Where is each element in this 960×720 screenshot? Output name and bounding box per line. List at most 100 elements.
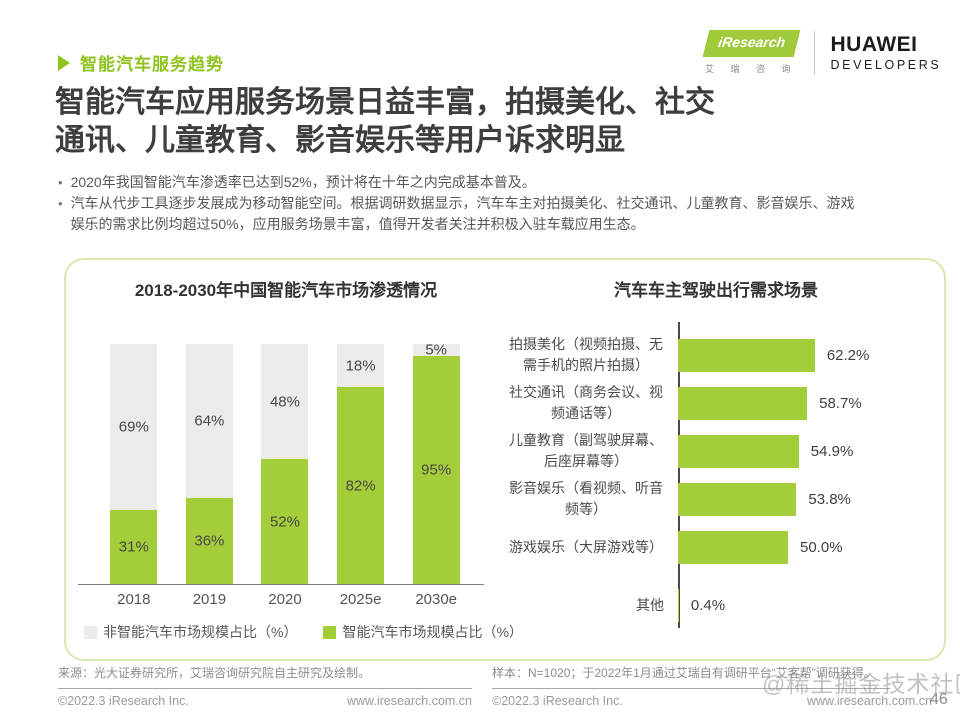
- logo-group: iResearch 艾 瑞 咨 询 HUAWEI DEVELOPERS: [702, 30, 942, 75]
- bar-value-label: 62.2%: [826, 346, 870, 364]
- legend-item: 智能汽车市场规模占比（%）: [323, 622, 523, 642]
- bar-segment: 48%: [261, 344, 309, 460]
- copyright-text: ©2022.3 iResearch Inc.: [492, 694, 623, 708]
- y-axis-line: [678, 322, 680, 628]
- stacked-bar: 64% 36%: [185, 344, 233, 584]
- hbar-row: 拍摄美化（视频拍摄、无需手机的照片拍摄） 62.2%: [504, 331, 940, 379]
- bar-value-label: 0.4%: [690, 596, 726, 614]
- bar-value-label: 54.9%: [810, 442, 854, 460]
- stacked-bar-column: 69% 31%: [96, 344, 172, 584]
- sample-note: 样本：N=1020；于2022年1月通过艾瑞自有调研平台“艾客帮”调研获得。: [492, 666, 876, 680]
- stacked-bar: 69% 31%: [110, 344, 158, 584]
- bar: [678, 338, 815, 372]
- bar: [678, 530, 788, 564]
- bar-segment: 52%: [261, 459, 309, 584]
- bar-segment: 64%: [185, 344, 233, 498]
- x-axis-label: 2019: [192, 591, 227, 608]
- stacked-bar-column: 48% 52%: [247, 344, 323, 584]
- x-axis-label: 2025e: [339, 591, 382, 608]
- stacked-bar: 5% 95%: [412, 341, 460, 584]
- bar-value-label: 5%: [425, 341, 448, 359]
- bar-segment: 18%: [337, 344, 385, 388]
- stacked-bar-chart: 69% 31% 64% 36% 48% 52% 18% 82% 5% 95%: [96, 341, 474, 584]
- section-tag: 智能汽车服务趋势: [58, 50, 224, 75]
- bar-wrap: 0.4%: [678, 588, 726, 622]
- legend-label: 非智能汽车市场规模占比（%）: [103, 624, 298, 640]
- iresearch-logo: iResearch 艾 瑞 咨 询: [702, 30, 801, 75]
- bar-wrap: 58.7%: [678, 386, 862, 420]
- category-label: 其他: [636, 596, 664, 613]
- bar-wrap: 50.0%: [678, 530, 843, 564]
- footer-divider: [492, 688, 890, 689]
- bullet-text: 汽车从代步工具逐步发展成为移动智能空间。根据调研数据显示，汽车车主对拍摄美化、社…: [70, 195, 855, 232]
- x-axis-label: 2030e: [415, 591, 458, 608]
- stacked-bar-column: 64% 36%: [172, 344, 248, 584]
- page-title-line1: 智能汽车应用服务场景日益丰富，拍摄美化、社交: [55, 86, 715, 119]
- bar-wrap: 62.2%: [678, 338, 870, 372]
- bar-segment: 82%: [337, 387, 385, 584]
- hbar-row: 儿童教育（副驾驶屏幕、后座屏幕等） 54.9%: [504, 427, 940, 475]
- legend-swatch: [84, 625, 97, 639]
- huawei-developers-text: DEVELOPERS: [830, 57, 942, 72]
- logo-divider: [813, 30, 815, 75]
- hbar-row: 社交通讯（商务会议、视频通话等） 58.7%: [504, 379, 940, 427]
- x-axis-label: 2018: [117, 591, 151, 608]
- bar-value-label: 58.7%: [819, 394, 862, 412]
- bar-value-label: 18%: [345, 357, 376, 375]
- hbar-row: 其他 0.4%: [504, 581, 940, 629]
- bar-segment: 5%: [412, 341, 460, 359]
- bar-value-label: 48%: [269, 393, 300, 411]
- category-label: 拍摄美化（视频拍摄、无需手机的照片拍摄）: [509, 336, 663, 373]
- legend-label: 智能汽车市场规模占比（%）: [342, 624, 523, 640]
- bullet-text: 2020年我国智能汽车渗透率已达到52%，预计将在十年之内完成基本普及。: [70, 174, 536, 190]
- hbar-row: 游戏娱乐（大屏游戏等） 50.0%: [504, 523, 940, 571]
- right-chart-title: 汽车车主驾驶出行需求场景: [614, 281, 818, 300]
- bullet-item: • 汽车从代步工具逐步发展成为移动智能空间。根据调研数据显示，汽车车主对拍摄美化…: [58, 193, 864, 235]
- bar-value-label: 69%: [118, 418, 149, 436]
- chart-panel: 2018-2030年中国智能汽车市场渗透情况 汽车车主驾驶出行需求场景 69% 3…: [64, 258, 946, 661]
- stacked-bar-column: 5% 95%: [398, 341, 474, 584]
- iresearch-logo-text: iResearch: [717, 34, 787, 50]
- website-link: www.iresearch.com.cn: [806, 694, 932, 708]
- footer-divider: [58, 688, 472, 689]
- huawei-logo: HUAWEI DEVELOPERS: [831, 33, 942, 73]
- stacked-bar: 48% 52%: [261, 344, 309, 584]
- bar-value-label: 82%: [345, 477, 376, 495]
- bar: [678, 386, 808, 420]
- page-title: 智能汽车应用服务场景日益丰富，拍摄美化、社交 通讯、儿童教育、影音娱乐等用户诉求…: [55, 84, 885, 160]
- page-number: 46: [930, 691, 948, 708]
- bar-value-label: 64%: [194, 412, 225, 430]
- bullet-icon: •: [58, 175, 63, 190]
- section-tag-label: 智能汽车服务趋势: [80, 55, 224, 74]
- x-axis-label: 2020: [268, 591, 302, 608]
- bullet-item: • 2020年我国智能汽车渗透率已达到52%，预计将在十年之内完成基本普及。: [58, 172, 864, 193]
- bar-value-label: 50.0%: [800, 538, 843, 556]
- bar-wrap: 53.8%: [678, 482, 851, 516]
- stacked-bar-column: 18% 82%: [323, 344, 399, 584]
- bullet-list: • 2020年我国智能汽车渗透率已达到52%，预计将在十年之内完成基本普及。 •…: [58, 172, 864, 235]
- bar-segment: 95%: [412, 356, 460, 584]
- bar: [678, 434, 799, 468]
- website-link: www.iresearch.com.cn: [346, 694, 472, 708]
- category-label: 影音娱乐（看视频、听音频等）: [509, 480, 663, 517]
- bar: [678, 588, 679, 622]
- source-note: 来源：光大证券研究所，艾瑞咨询研究院自主研究及绘制。: [58, 666, 371, 680]
- chart-legend: 非智能汽车市场规模占比（%） 智能汽车市场规模占比（%）: [84, 622, 523, 642]
- iresearch-logo-chinese: 艾 瑞 咨 询: [705, 64, 798, 74]
- stacked-bar: 18% 82%: [337, 344, 385, 584]
- bar-segment: 36%: [185, 497, 233, 584]
- horizontal-bar-chart: 拍摄美化（视频拍摄、无需手机的照片拍摄） 62.2% 社交通讯（商务会议、视频通话等…: [504, 331, 940, 629]
- bar: [678, 482, 797, 516]
- x-axis-line: [78, 584, 484, 585]
- legend-item: 非智能汽车市场规模占比（%）: [84, 622, 297, 642]
- page-title-line2: 通讯、儿童教育、影音娱乐等用户诉求明显: [55, 124, 625, 157]
- bar-value-label: 52%: [269, 513, 300, 531]
- bullet-icon: •: [58, 196, 63, 211]
- bar-value-label: 53.8%: [808, 490, 851, 508]
- bar-value-label: 36%: [194, 532, 225, 550]
- iresearch-logo-mark: iResearch: [702, 30, 801, 57]
- copyright-text: ©2022.3 iResearch Inc.: [58, 694, 189, 708]
- huawei-logo-text: HUAWEI: [830, 32, 918, 56]
- bar-segment: 31%: [110, 509, 158, 584]
- category-label: 游戏娱乐（大屏游戏等）: [509, 538, 663, 555]
